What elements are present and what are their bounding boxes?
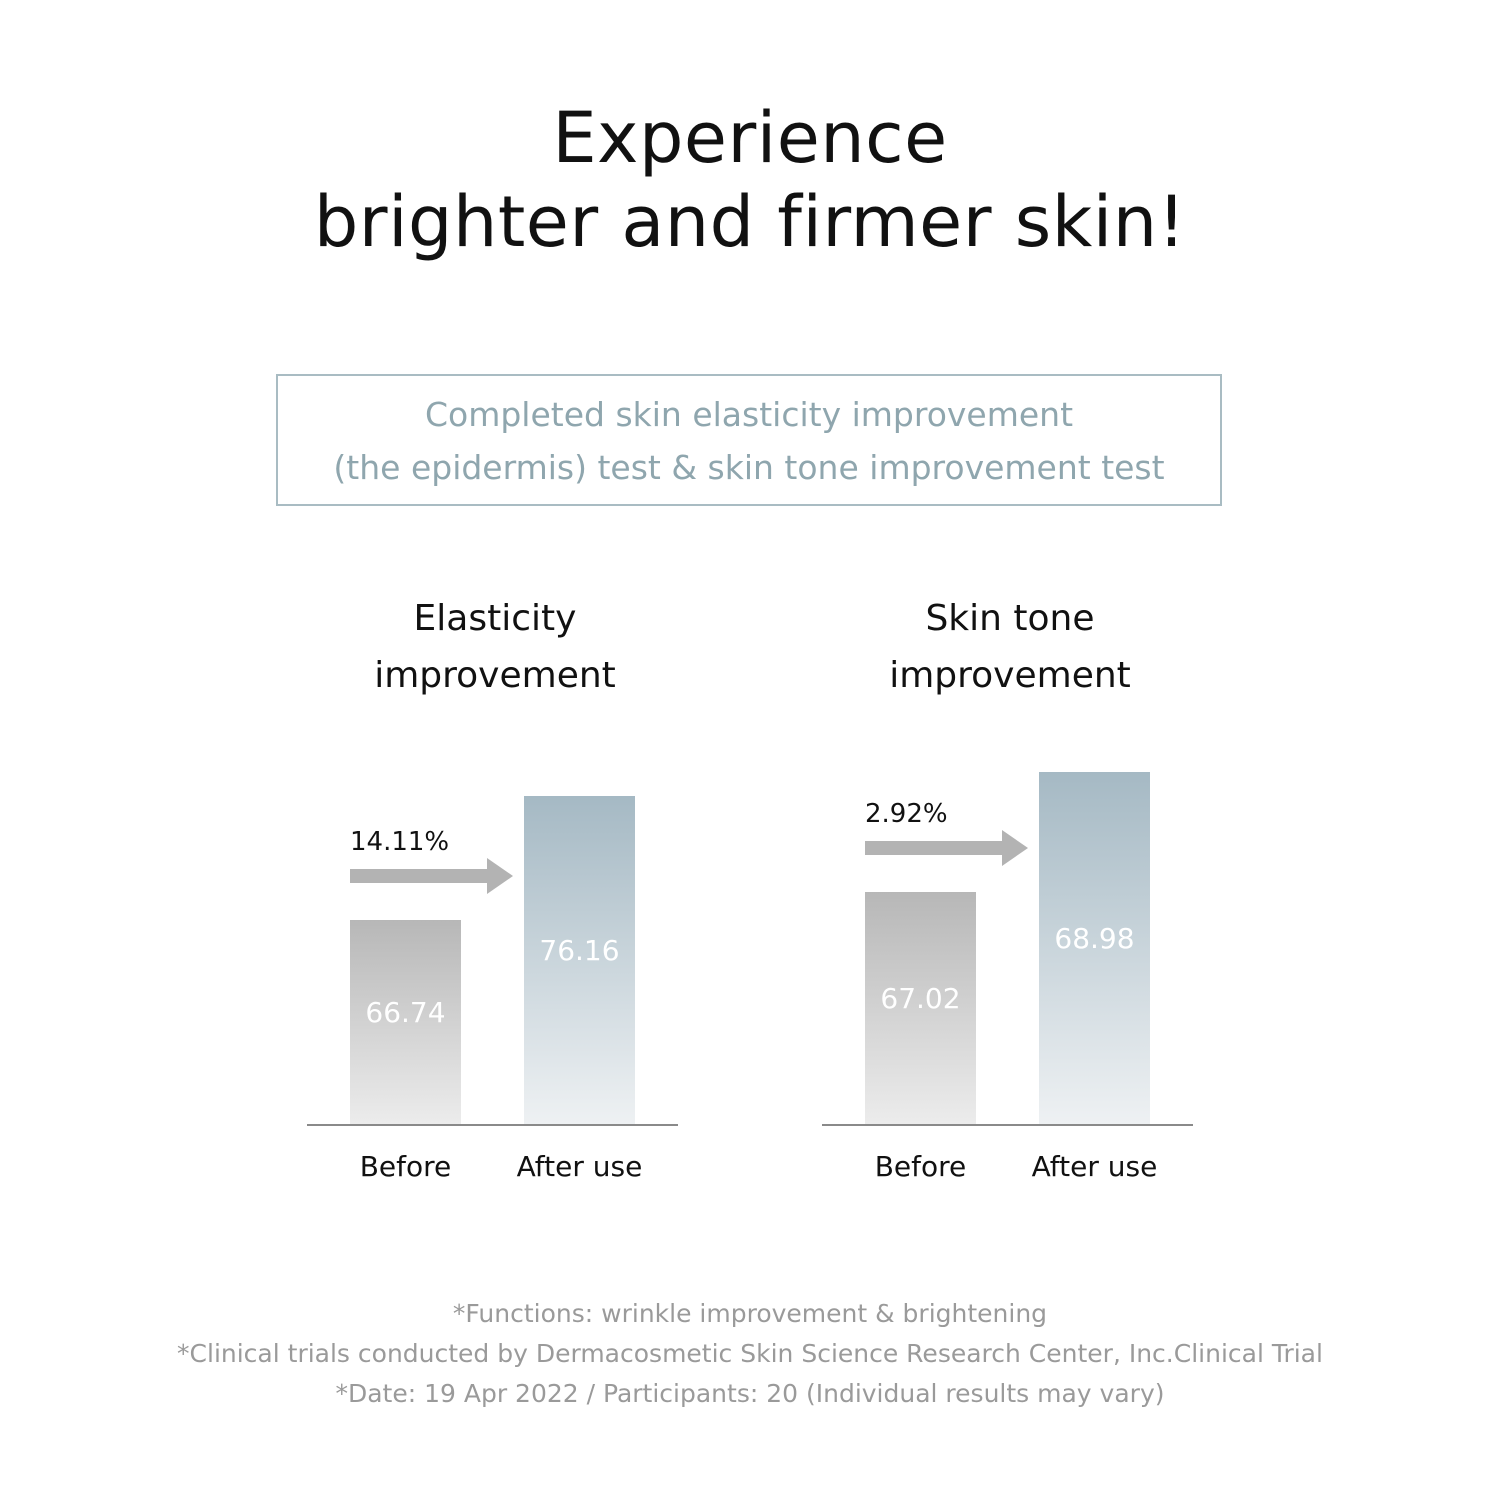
skin-tone-value-label-after: 68.98 xyxy=(1054,922,1134,955)
skin-tone-chart-title: Skin tone improvement xyxy=(750,590,1270,704)
test-description-box: Completed skin elasticity improvement (t… xyxy=(276,374,1222,506)
skin-tone-change-label: 2.92% xyxy=(865,799,948,829)
footnote-date-participants: *Date: 19 Apr 2022 / Participants: 20 (I… xyxy=(335,1379,1165,1408)
elasticity-increase-arrow xyxy=(350,858,513,894)
skin-tone-title-line-2: improvement xyxy=(889,655,1131,696)
skin-tone-chart-svg: 67.02 Before 68.98 After use 2.92% xyxy=(822,772,1193,1183)
footnote-functions: *Functions: wrinkle improvement & bright… xyxy=(452,1299,1048,1328)
elasticity-change-label: 14.11% xyxy=(350,827,449,857)
headline-line-1: Experience xyxy=(552,97,948,179)
elasticity-value-label-after: 76.16 xyxy=(539,934,619,967)
skin-tone-bar-after xyxy=(1039,772,1150,1124)
skin-tone-value-label-before: 67.02 xyxy=(880,982,960,1015)
elasticity-title-line-1: Elasticity xyxy=(413,598,577,639)
test-description-line-2: (the epidermis) test & skin tone improve… xyxy=(333,448,1165,487)
elasticity-title-line-2: improvement xyxy=(374,655,616,696)
skin-tone-title-line-1: Skin tone xyxy=(925,598,1095,639)
skin-tone-chart: Skin tone improvement 67.02 Before 68.98 Af… xyxy=(750,590,1270,1210)
elasticity-bar-after xyxy=(524,796,635,1124)
elasticity-chart-title: Elasticity improvement xyxy=(235,590,755,704)
headline: Experience brighter and firmer skin! xyxy=(0,96,1500,264)
skin-tone-increase-arrow xyxy=(865,830,1028,866)
elasticity-category-label-after: After use xyxy=(517,1150,643,1183)
headline-line-2: brighter and firmer skin! xyxy=(313,181,1187,263)
footnotes: *Functions: wrinkle improvement & bright… xyxy=(0,1294,1500,1414)
footnote-clinical-trial: *Clinical trials conducted by Dermacosme… xyxy=(177,1339,1323,1368)
elasticity-bar-before xyxy=(350,920,461,1124)
elasticity-chart-svg: 66.74 Before 76.16 After use 14.11% xyxy=(307,796,678,1183)
elasticity-chart: Elasticity improvement 66.74 Before 76.16 A… xyxy=(235,590,755,1210)
elasticity-value-label-before: 66.74 xyxy=(365,996,445,1029)
skin-tone-category-label-before: Before xyxy=(875,1150,967,1183)
elasticity-category-label-before: Before xyxy=(360,1150,452,1183)
skin-tone-category-label-after: After use xyxy=(1032,1150,1158,1183)
test-description-line-1: Completed skin elasticity improvement xyxy=(424,395,1074,434)
skin-tone-bar-before xyxy=(865,892,976,1124)
